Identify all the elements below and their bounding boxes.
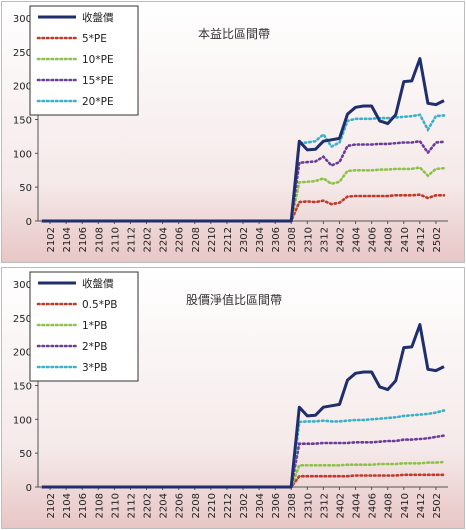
x-tick-label: 2412	[416, 227, 427, 252]
legend-label: 15*PE	[82, 75, 114, 87]
x-tick-label: 2106	[78, 227, 89, 252]
legend-label: 10*PE	[82, 54, 114, 66]
legend-label: 5*PE	[82, 33, 107, 45]
x-tick-label: 2308	[287, 493, 298, 518]
y-tick-label: 150	[13, 116, 32, 127]
x-tick-label: 2210	[207, 493, 218, 518]
x-tick-label: 2308	[287, 227, 298, 252]
series-line-0	[42, 57, 445, 223]
legend-label: 20*PE	[82, 96, 114, 108]
y-tick-label: 100	[13, 149, 32, 160]
x-tick-label: 2212	[223, 493, 234, 518]
x-tick-label: 2406	[368, 493, 379, 518]
x-tick-label: 2206	[175, 493, 186, 518]
y-tick-label: 250	[13, 48, 32, 59]
y-tick-label: 200	[13, 348, 32, 359]
series-line-3	[40, 434, 446, 489]
series-line-2	[40, 166, 446, 223]
y-tick-label: 150	[13, 382, 32, 393]
x-tick-label: 2102	[46, 227, 57, 252]
legend-box	[29, 5, 139, 116]
pb-band-chart-svg: 0 50 100 150 200 250 300 2102 2104 2106 2108 2110 21…	[13, 271, 448, 518]
y-tick-label: 300	[13, 14, 32, 25]
x-tick-label: 2202	[143, 227, 154, 252]
y-tick-label: 250	[13, 314, 32, 325]
x-tick-label: 2410	[400, 227, 411, 252]
legend-label: 1*PB	[82, 320, 107, 332]
y-tick-label: 0	[26, 217, 32, 228]
x-tick-label: 2304	[255, 227, 266, 252]
x-tick-label: 2108	[94, 493, 105, 518]
x-tick-label: 2404	[352, 227, 363, 252]
x-tick-label: 2110	[110, 227, 121, 252]
y-tick-label: 200	[13, 82, 32, 93]
y-tick-label: 50	[19, 449, 32, 460]
x-tick-label: 2306	[271, 493, 282, 518]
x-tick-label: 2112	[126, 227, 137, 252]
legend-label: 3*PB	[82, 362, 107, 374]
legend-label: 收盤價	[82, 277, 114, 290]
x-tick-label: 2302	[239, 493, 250, 518]
x-tick-label: 2502	[432, 227, 443, 252]
series-line-1	[40, 193, 446, 223]
legend-label: 收盤價	[82, 11, 114, 24]
x-tick-label: 2208	[191, 493, 202, 518]
x-tick-label: 2106	[78, 493, 89, 518]
x-tick-label: 2206	[175, 227, 186, 252]
x-tick-label: 2408	[384, 493, 395, 518]
legend-label: 0.5*PB	[82, 299, 117, 311]
x-tick-label: 2402	[335, 227, 346, 252]
pb-band-chart: 0 50 100 150 200 250 300 2102 2104 2106 2108 2110 21…	[1, 267, 465, 529]
x-tick-label: 2502	[432, 493, 443, 518]
x-tick-label: 2408	[384, 227, 395, 252]
series-line-0	[42, 323, 445, 489]
x-tick-label: 2302	[239, 227, 250, 252]
x-tick-label: 2304	[255, 493, 266, 518]
y-tick-label: 300	[13, 280, 32, 291]
x-tick-label: 2208	[191, 227, 202, 252]
x-tick-label: 2108	[94, 227, 105, 252]
x-tick-label: 2112	[126, 493, 137, 518]
x-tick-label: 2104	[62, 493, 73, 518]
chart-title: 本益比區間帶	[198, 27, 270, 41]
x-tick-label: 2204	[159, 227, 170, 252]
x-tick-label: 2312	[319, 493, 330, 518]
y-tick-label: 50	[19, 183, 32, 194]
x-tick-label: 2404	[352, 493, 363, 518]
x-tick-label: 2406	[368, 227, 379, 252]
y-tick-label: 0	[26, 483, 32, 494]
x-tick-label: 2210	[207, 227, 218, 252]
series-line-1	[40, 473, 446, 489]
x-tick-label: 2110	[110, 493, 121, 518]
pe-band-chart: 0 50 100 150 200 250 300 2102 2104 2106 2108 2110 21…	[1, 1, 465, 263]
legend-label: 2*PB	[82, 341, 107, 353]
x-tick-label: 2102	[46, 493, 57, 518]
x-tick-label: 2104	[62, 227, 73, 252]
pe-band-chart-svg: 0 50 100 150 200 250 300 2102 2104 2106 2108 2110 21…	[13, 5, 448, 252]
legend-box	[29, 271, 139, 382]
x-tick-label: 2310	[303, 227, 314, 252]
x-tick-label: 2402	[335, 493, 346, 518]
chart-title: 股價淨值比區間帶	[186, 292, 282, 307]
x-tick-label: 2410	[400, 493, 411, 518]
x-tick-label: 2306	[271, 227, 282, 252]
x-tick-label: 2312	[319, 227, 330, 252]
x-tick-label: 2202	[143, 493, 154, 518]
series-line-4	[40, 113, 446, 223]
x-tick-label: 2412	[416, 493, 427, 518]
x-tick-label: 2212	[223, 227, 234, 252]
x-tick-label: 2204	[159, 493, 170, 518]
series-line-3	[40, 139, 446, 223]
x-tick-label: 2310	[303, 493, 314, 518]
y-tick-label: 100	[13, 415, 32, 426]
